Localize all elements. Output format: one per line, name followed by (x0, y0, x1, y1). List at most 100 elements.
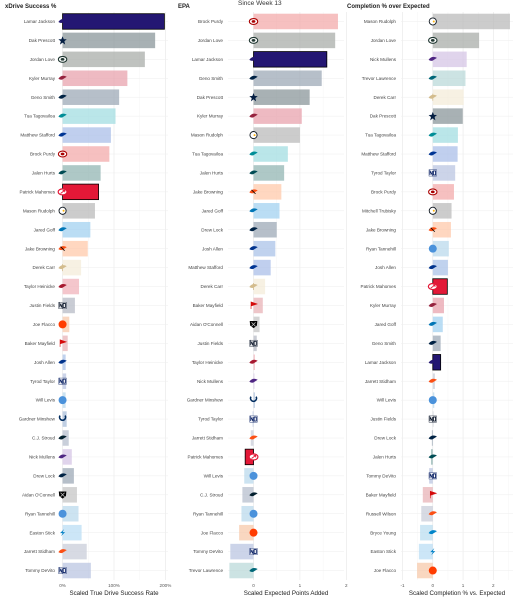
team-logo-icon-gb (248, 36, 259, 44)
team-logo-icon-ten (58, 396, 67, 405)
chart-panel-xdrive-success: xDrive Success % Lamar Jackson Dak Prescot… (5, 4, 171, 597)
team-logo-icon-nyg (428, 169, 437, 177)
row-label-mason-rudolph: Mason Rudolph (364, 19, 397, 24)
team-logo-icon-ind (58, 415, 67, 421)
row-label-gardner-minshew: Gardner Minshew (19, 417, 56, 422)
team-logo-icon-min (58, 454, 67, 459)
team-logo-icon-pit (58, 206, 67, 215)
panel-title: EPA (178, 4, 191, 10)
row-label-kyler-murray: Kyler Murray (370, 303, 397, 308)
bar-jake-browning (432, 221, 451, 238)
team-logo-icon-lar (428, 151, 437, 156)
team-logo-icon-car (428, 530, 437, 535)
bar-tua-tagovailoa (432, 127, 458, 143)
row-label-bryce-young: Bryce Young (370, 530, 396, 535)
bar-geno-smith (253, 70, 322, 87)
row-label-will-levis: Will Levis (36, 398, 56, 403)
team-logo-icon-chi (58, 301, 67, 310)
bar-mason-rudolph (62, 203, 95, 219)
team-logo-icon-lac (430, 548, 436, 556)
bar-derek-carr (62, 259, 82, 276)
plot-area (401, 12, 513, 580)
row-label-easton-stick: Easton Stick (370, 549, 396, 554)
row-label-tommy-devito: Tommy DeVito (366, 473, 396, 478)
bar-nick-mullens (62, 449, 72, 465)
row-label-derek-carr: Derek Carr (374, 95, 397, 100)
row-label-drew-lock: Drew Lock (374, 436, 396, 441)
bar-josh-allen (253, 240, 276, 257)
bar-gardner-minshew (253, 392, 255, 408)
x-tick-label: -1 (400, 583, 405, 588)
team-logo-icon-dal (58, 36, 67, 45)
bar-trevor-lawrence (432, 70, 466, 87)
bar-lamar-jackson (253, 51, 328, 68)
team-logo-icon-lar (249, 265, 258, 270)
row-label-baker-mayfield: Baker Mayfield (366, 492, 397, 497)
bar-tua-tagovailoa (253, 146, 288, 162)
row-label-tyrod-taylor: Tyrod Taylor (198, 417, 223, 422)
bar-matthew-stafford (62, 127, 111, 143)
team-logo-icon-sea (249, 227, 258, 232)
bar-joe-flacco (417, 562, 433, 579)
team-logo-icon-nyg (58, 566, 67, 575)
team-logo-icon-cin (249, 189, 258, 195)
row-label-jarrett-stidham: Jarrett Stidham (24, 549, 55, 554)
row-label-tua-tagovailoa: Tua Tagovailoa (192, 152, 223, 157)
team-logo-icon-nyg (249, 547, 258, 556)
row-label-geno-smith: Geno Smith (199, 76, 224, 81)
row-label-russell-wilson: Russell Wilson (366, 511, 397, 516)
row-label-joe-flacco: Joe Flacco (201, 530, 224, 535)
team-logo-icon-sf (428, 188, 438, 196)
plot-area (228, 12, 344, 580)
row-label-brock-purdy: Brock Purdy (30, 152, 56, 157)
row-label-drew-lock: Drew Lock (33, 473, 55, 478)
bar-bryce-young (420, 524, 433, 541)
bar-jalen-hurts (62, 165, 101, 181)
team-logo-icon-phi (58, 170, 67, 175)
row-label-easton-stick: Easton Stick (29, 530, 55, 535)
row-label-tommy-devito: Tommy DeVito (25, 568, 55, 573)
team-logo-icon-ari (428, 302, 437, 307)
row-label-tommy-devito: Tommy DeVito (193, 549, 223, 554)
row-label-drew-lock: Drew Lock (201, 227, 223, 232)
team-logo-icon-sf (57, 150, 68, 158)
bar-tommy-devito (230, 543, 254, 560)
bar-jared-goff (253, 203, 280, 219)
row-label-taylor-heinicke: Taylor Heinicke (192, 360, 224, 365)
bar-patrick-mahomes (62, 183, 99, 201)
team-logo-icon-cin (428, 227, 437, 233)
x-axis-title: Scaled Completion % vs. Expected (409, 590, 506, 597)
bar-derek-carr (253, 278, 266, 295)
bar-tommy-devito (62, 562, 91, 579)
row-label-tyrod-taylor: Tyrod Taylor (371, 171, 396, 176)
team-logo-icon-gb (57, 55, 68, 63)
team-logo-icon-buf (428, 265, 437, 270)
bar-geno-smith (432, 335, 441, 352)
team-logo-icon-lv (249, 321, 258, 329)
row-label-nick-mullens: Nick Mullens (197, 379, 224, 384)
team-logo-icon-gb (428, 36, 438, 44)
team-logo-icon-den (58, 549, 67, 554)
row-label-derek-carr: Derek Carr (33, 265, 56, 270)
x-tick-label: 2 (492, 583, 495, 588)
team-logo-icon-nyg (428, 472, 437, 480)
row-label-lamar-jackson: Lamar Jackson (365, 360, 397, 365)
bar-jake-browning (62, 240, 88, 257)
bar-drew-lock (253, 221, 277, 238)
team-logo-icon-dal (249, 93, 258, 102)
row-label-patrick-mahomes: Patrick Mahomes (361, 284, 397, 289)
bar-josh-allen (432, 259, 448, 276)
bar-mitchell-trubisky (432, 203, 452, 219)
team-logo-icon-sea (58, 94, 67, 99)
row-label-trevor-lawrence: Trevor Lawrence (362, 76, 397, 81)
row-label-aidan-o-connell: Aidan O'Connell (22, 492, 55, 497)
team-logo-icon-lv (58, 491, 67, 499)
row-label-matthew-stafford: Matthew Stafford (20, 133, 55, 138)
row-label-jarrett-stidham: Jarrett Stidham (192, 436, 223, 441)
team-logo-icon-cle (58, 320, 67, 329)
bar-dak-prescott (432, 108, 463, 124)
team-logo-icon-hou (58, 435, 67, 440)
bar-c-j-stroud (242, 487, 254, 503)
row-label-jordan-love: Jordan Love (30, 57, 56, 62)
row-label-jake-browning: Jake Browning (366, 227, 397, 232)
